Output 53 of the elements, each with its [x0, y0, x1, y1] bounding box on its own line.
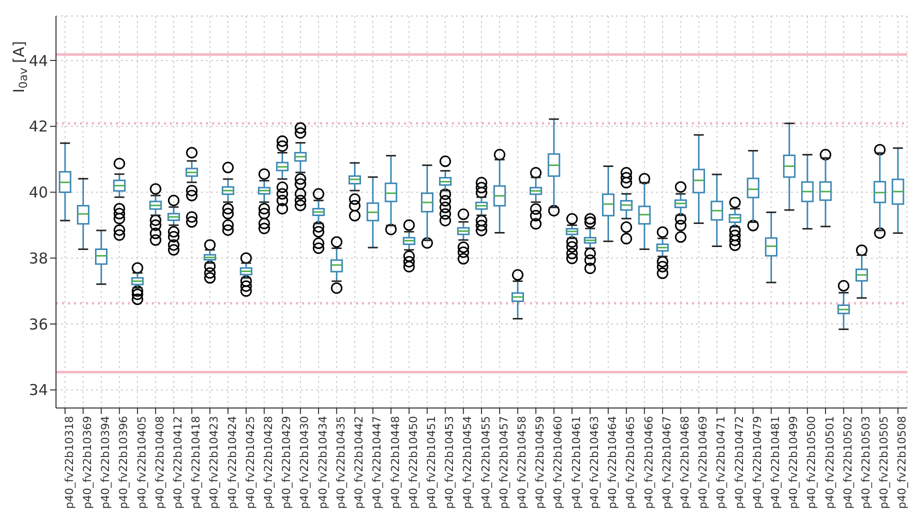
x-tick-label: p40_fv22b10500	[805, 416, 818, 509]
x-tick-label: p40_fv22b10435	[334, 416, 348, 509]
x-tick-label: p40_fv22b10502	[841, 416, 854, 509]
x-tick-label: p40_fv22b10448	[388, 416, 402, 509]
x-tick-label: p40_fv22b10461	[570, 416, 583, 509]
x-tick-label: p40_fv22b10396	[117, 416, 130, 509]
x-tick-label: p40_fv22b10458	[516, 416, 529, 509]
x-tick-label: p40_fv22b10463	[588, 416, 601, 509]
y-tick-label: 44	[28, 52, 48, 70]
x-tick-label: p40_fv22b10464	[606, 416, 620, 509]
x-tick-label: p40_fv22b10451	[424, 416, 438, 509]
x-tick-label: p40_fv22b10369	[80, 416, 94, 509]
x-tick-label: p40_fv22b10442	[352, 416, 366, 509]
x-tick-label: p40_fv22b10447	[370, 416, 384, 509]
x-tick-label: p40_fv22b10499	[787, 416, 800, 509]
x-tick-label: p40_fv22b10450	[406, 416, 420, 509]
x-tick-label: p40_fv22b10434	[316, 416, 330, 509]
x-tick-label: p40_fv22b10472	[732, 416, 746, 509]
x-tick-label: p40_fv22b10455	[479, 416, 492, 509]
x-tick-label: p40_fv22b10453	[443, 416, 456, 509]
x-tick-label: p40_fv22b10405	[135, 416, 148, 509]
x-tick-label: p40_fv22b10467	[660, 416, 674, 509]
x-tick-label: p40_fv22b10457	[497, 416, 510, 509]
x-tick-label: p40_fv22b10454	[461, 416, 474, 509]
x-tick-label: p40_fv22b10508	[896, 416, 909, 509]
x-tick-label: p40_fv22b10318	[62, 416, 76, 509]
x-tick-label: p40_fv22b10408	[153, 416, 166, 509]
x-tick-label: p40_fv22b10465	[624, 416, 638, 509]
x-tick-label: p40_fv22b10418	[190, 416, 203, 509]
x-tick-label: p40_fv22b10469	[696, 416, 710, 509]
x-tick-label: p40_fv22b10479	[750, 416, 764, 509]
y-tick-label: 34	[28, 381, 48, 400]
x-tick-label: p40_fv22b10412	[172, 416, 184, 509]
y-tick-label: 36	[28, 315, 48, 334]
y-tick-label: 38	[28, 249, 48, 268]
x-tick-label: p40_fv22b10429	[280, 416, 294, 509]
x-tick-label: p40_fv22b10471	[714, 416, 728, 509]
x-tick-label: p40_fv22b10466	[642, 416, 656, 509]
x-tick-label: p40_fv22b10428	[262, 416, 276, 509]
x-tick-label: p40_fv22b10424	[226, 416, 239, 509]
x-tick-label: p40_fv22b10430	[298, 416, 312, 509]
x-tick-label: p40_fv22b10425	[244, 416, 257, 509]
x-tick-label: p40_fv22b10423	[208, 416, 221, 509]
x-tick-label: p40_fv22b10459	[534, 416, 547, 509]
y-tick-label: 42	[28, 118, 48, 136]
x-tick-label: p40_fv22b10501	[823, 416, 836, 509]
x-tick-label: p40_fv22b10505	[878, 416, 891, 509]
x-tick-label: p40_fv22b10503	[860, 416, 873, 509]
x-tick-label: p40_fv22b10394	[99, 416, 112, 509]
x-tick-label: p40_fv22b10468	[678, 416, 692, 509]
x-tick-label: p40_fv22b10460	[552, 416, 565, 509]
x-tick-label: p40_fv22b10481	[769, 416, 782, 509]
y-tick-label: 40	[28, 184, 48, 202]
